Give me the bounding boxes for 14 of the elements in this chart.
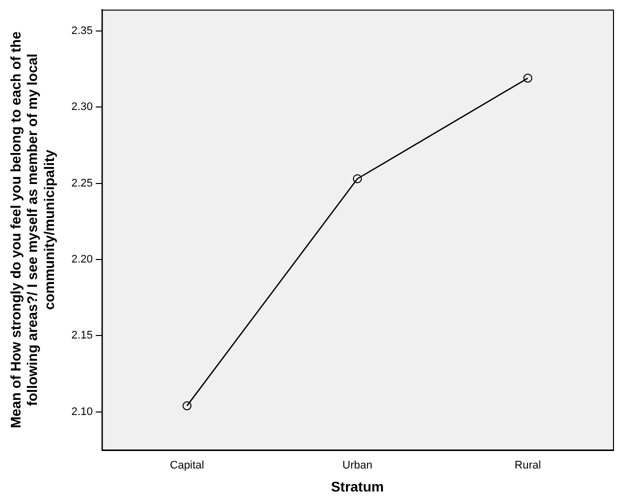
y-axis-title: Mean of How strongly do you feel you belong to each of the following areas?/ I see myself as member of my local community/municipality (7, 31, 57, 428)
x-tick-label: Urban (342, 460, 372, 472)
point (352, 174, 362, 184)
y-tick-label: 2.25 (71, 177, 93, 190)
point (523, 74, 532, 83)
y-tick-label: 2.30 (71, 101, 93, 114)
x-tick-label: Rural (514, 460, 541, 472)
y-tick-label: 2.15 (71, 330, 93, 342)
x-axis-title: Stratum (330, 478, 384, 494)
y-tick-label: 2.35 (71, 24, 93, 37)
y-tick-label: 2.20 (71, 254, 93, 266)
y-tick-label: 2.10 (71, 406, 93, 418)
point (182, 401, 192, 410)
x-tick-label: Capital (170, 460, 204, 472)
